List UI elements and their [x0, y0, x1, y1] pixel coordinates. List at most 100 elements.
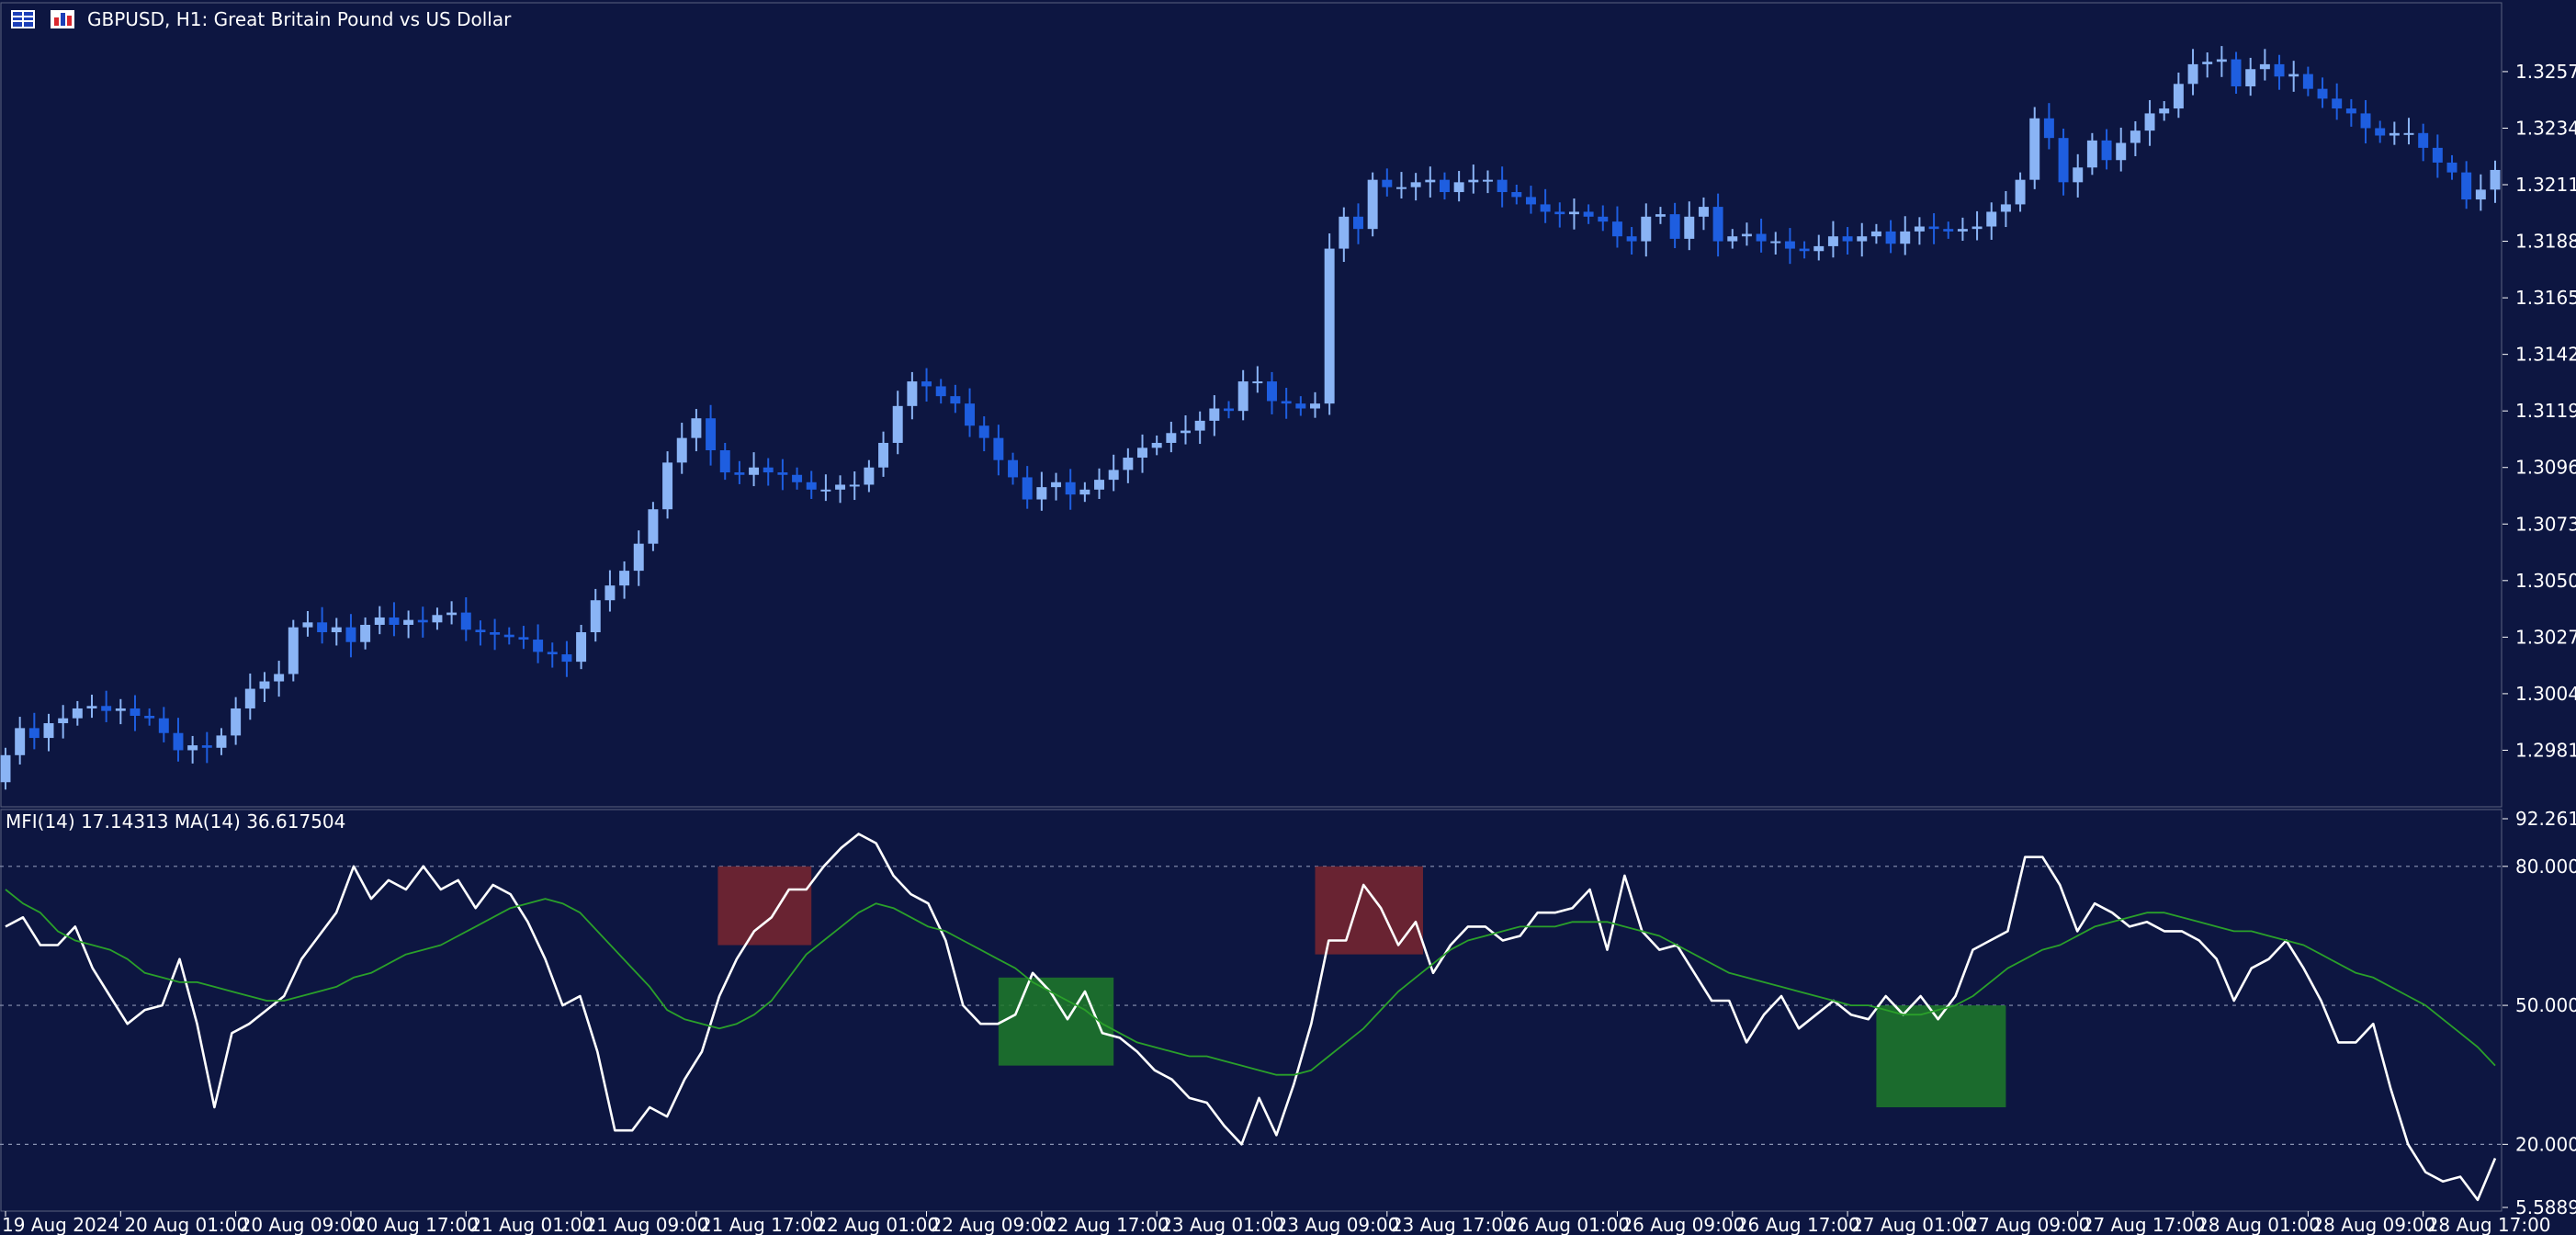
time-tick-label: 26 Aug 01:00 [1506, 1214, 1630, 1235]
candle [1123, 448, 1134, 483]
candle [1986, 202, 1997, 240]
candle [2403, 118, 2414, 145]
candle [1166, 421, 1177, 453]
candle [1511, 185, 1522, 205]
candle [1568, 198, 1579, 230]
time-tick-label: 21 Aug 09:00 [585, 1214, 709, 1235]
candle [2144, 99, 2155, 146]
indicator-tick-label: 50.000000 [2515, 994, 2576, 1016]
mfi-ma-line [5, 889, 2496, 1076]
candle [2043, 103, 2054, 150]
candle [820, 474, 831, 502]
candle [244, 673, 255, 720]
candle [1756, 218, 1767, 253]
candle [1712, 193, 1723, 257]
table-icon[interactable] [11, 10, 35, 28]
candle [1108, 454, 1119, 492]
candle [1943, 221, 1954, 239]
candle [706, 404, 717, 466]
candle [1928, 213, 1939, 244]
candle [72, 700, 83, 726]
candle [144, 708, 155, 726]
candle [1425, 166, 1436, 198]
candle [201, 731, 212, 764]
candle [604, 570, 616, 612]
candle [1151, 435, 1162, 456]
price-tick-label: 1.30960 [2515, 457, 2576, 479]
candle [1295, 396, 1306, 416]
candle [1885, 220, 1896, 254]
candle [533, 624, 544, 663]
candle [1583, 204, 1594, 224]
signal-zones [717, 866, 2006, 1108]
time-tick-label: 20 Aug 17:00 [355, 1214, 479, 1235]
candle [0, 747, 11, 790]
candle [1267, 371, 1277, 414]
candle [1554, 202, 1565, 228]
candle [1022, 466, 1033, 509]
time-tick-label: 27 Aug 01:00 [1851, 1214, 1975, 1235]
candle [115, 698, 126, 725]
candle [749, 452, 760, 487]
candle [1453, 171, 1464, 202]
candle [1137, 434, 1147, 473]
candle [2418, 123, 2429, 162]
candle [1741, 222, 1752, 246]
time-tick-label: 27 Aug 17:00 [2082, 1214, 2206, 1235]
candle [1410, 173, 1421, 201]
reference-levels [0, 866, 2503, 1145]
price-tick-label: 1.31650 [2515, 287, 2576, 309]
time-tick-label: 28 Aug 09:00 [2311, 1214, 2435, 1235]
price-tick-label: 1.31190 [2515, 400, 2576, 422]
candle [2202, 52, 2213, 78]
candle [1525, 186, 1536, 214]
candle [374, 606, 385, 635]
candle [1181, 415, 1191, 445]
time-tick-label: 23 Aug 17:00 [1391, 1214, 1515, 1235]
candle [662, 451, 673, 519]
candle [1194, 411, 1205, 445]
candle [1395, 172, 1407, 198]
candle [58, 705, 69, 739]
candle [518, 626, 529, 650]
candle [259, 672, 270, 703]
candle [187, 735, 198, 764]
candle [2015, 172, 2026, 212]
candle [1382, 168, 1393, 197]
oversold-zone [1876, 1005, 2006, 1108]
time-tick-label: 28 Aug 01:00 [2197, 1214, 2321, 1235]
candle [1353, 203, 1363, 244]
candle [460, 597, 471, 641]
price-tick-label: 1.29810 [2515, 739, 2576, 761]
candle [1051, 472, 1062, 501]
candle [432, 607, 443, 630]
candle [2332, 83, 2343, 120]
candle [1698, 197, 1709, 231]
candle [2130, 120, 2141, 156]
candle [734, 460, 745, 484]
candle [1857, 222, 1868, 257]
overbought-zone [717, 866, 812, 946]
candle [1598, 205, 1609, 232]
candle [2086, 132, 2097, 176]
candle [2490, 160, 2501, 203]
candle [993, 425, 1004, 476]
candle [1237, 369, 1248, 421]
candle [892, 391, 903, 455]
candle [2288, 61, 2299, 92]
candle [1094, 468, 1105, 499]
time-tick-label: 21 Aug 17:00 [700, 1214, 824, 1235]
candle [792, 467, 803, 490]
time-tick-label: 23 Aug 01:00 [1160, 1214, 1284, 1235]
indicator-lines [5, 833, 2497, 1202]
symbol-title: GBPUSD, H1: Great Britain Pound vs US Do… [87, 8, 512, 30]
candle [1957, 217, 1968, 242]
candle [2216, 46, 2227, 77]
candle [274, 661, 285, 697]
candle [2058, 129, 2069, 196]
candle [2302, 66, 2313, 96]
indicator-pane [0, 809, 2503, 1212]
candle [2073, 153, 2084, 198]
price-tick-label: 1.32570 [2515, 61, 2576, 83]
chart-type-icon[interactable] [51, 10, 74, 28]
